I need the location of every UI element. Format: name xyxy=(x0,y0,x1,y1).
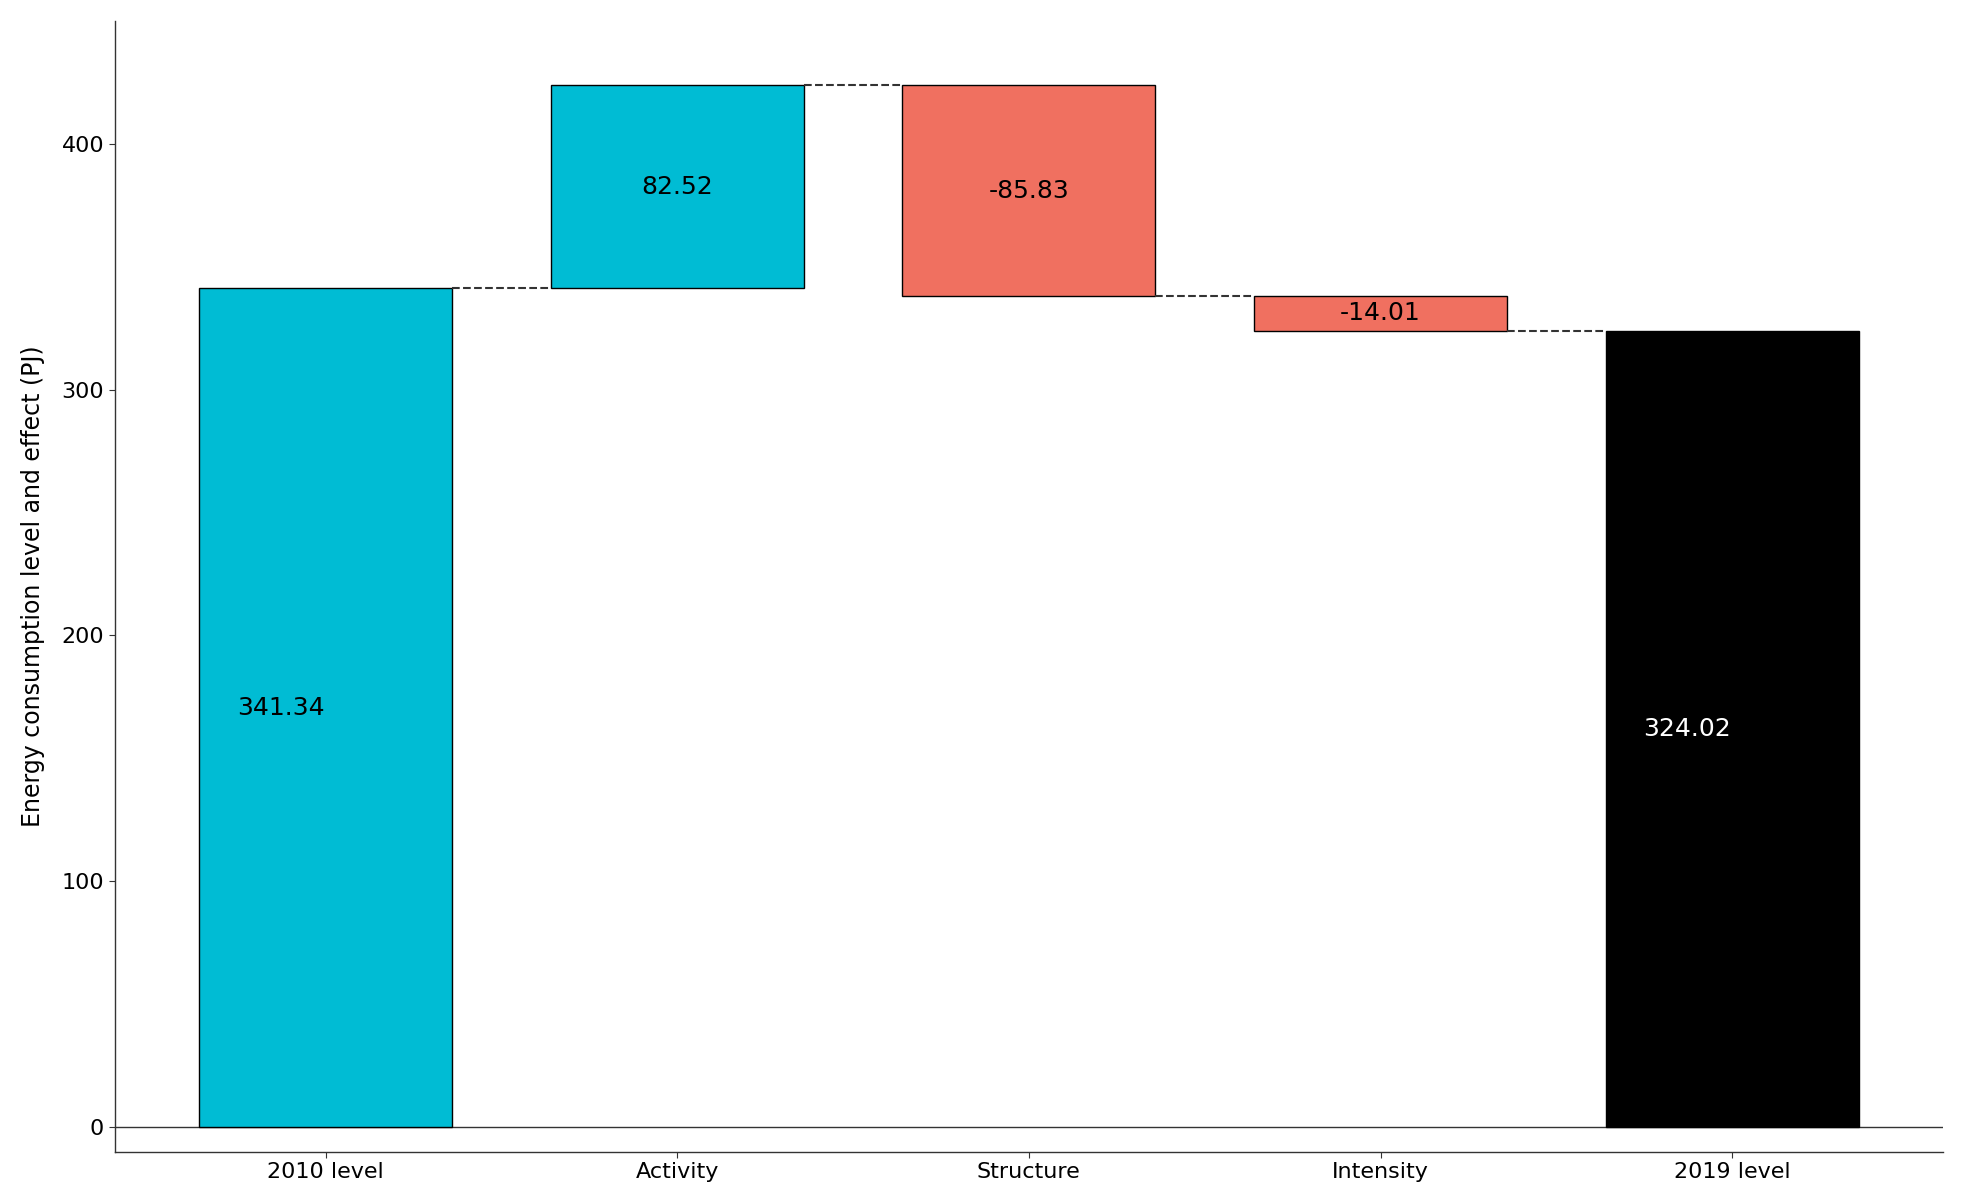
Bar xyxy=(198,288,452,1127)
Text: 341.34: 341.34 xyxy=(238,695,324,719)
Bar xyxy=(1607,331,1858,1127)
Bar xyxy=(901,85,1155,296)
Text: -14.01: -14.01 xyxy=(1339,301,1420,325)
Y-axis label: Energy consumption level and effect (PJ): Energy consumption level and effect (PJ) xyxy=(22,345,45,828)
Text: -85.83: -85.83 xyxy=(988,178,1068,202)
Bar xyxy=(550,85,803,288)
Text: 82.52: 82.52 xyxy=(642,174,713,198)
Bar xyxy=(1253,296,1506,331)
Text: 324.02: 324.02 xyxy=(1644,717,1732,741)
